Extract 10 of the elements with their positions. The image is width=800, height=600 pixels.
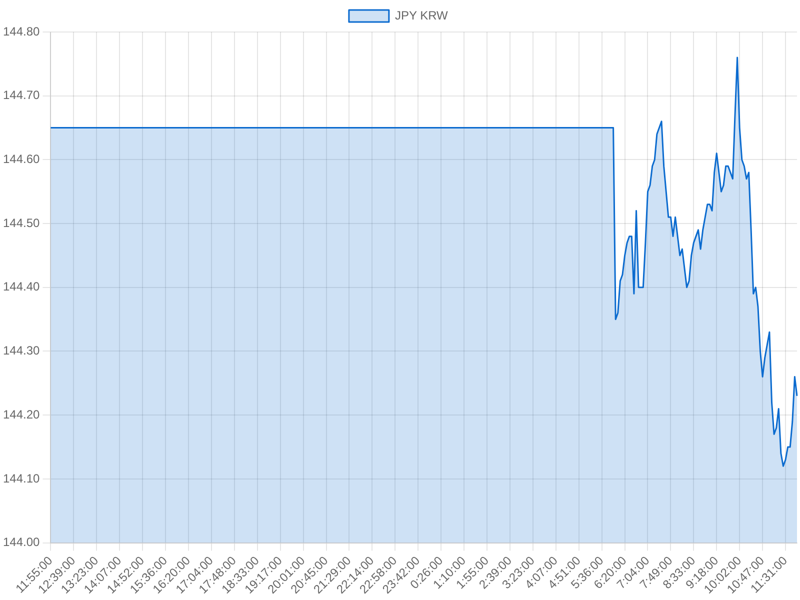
y-tick-label: 144.70 (3, 88, 40, 102)
y-tick-label: 144.00 (3, 535, 40, 550)
y-tick-label: 144.80 (3, 24, 40, 38)
y-tick-label: 144.40 (3, 280, 40, 294)
y-tick-label: 144.30 (3, 344, 40, 358)
legend-label: JPY KRW (394, 8, 449, 22)
y-tick-label: 144.50 (3, 216, 40, 230)
y-tick-label: 144.10 (3, 471, 40, 486)
y-tick-label: 144.20 (3, 407, 40, 422)
y-tick-label: 144.60 (3, 152, 40, 166)
